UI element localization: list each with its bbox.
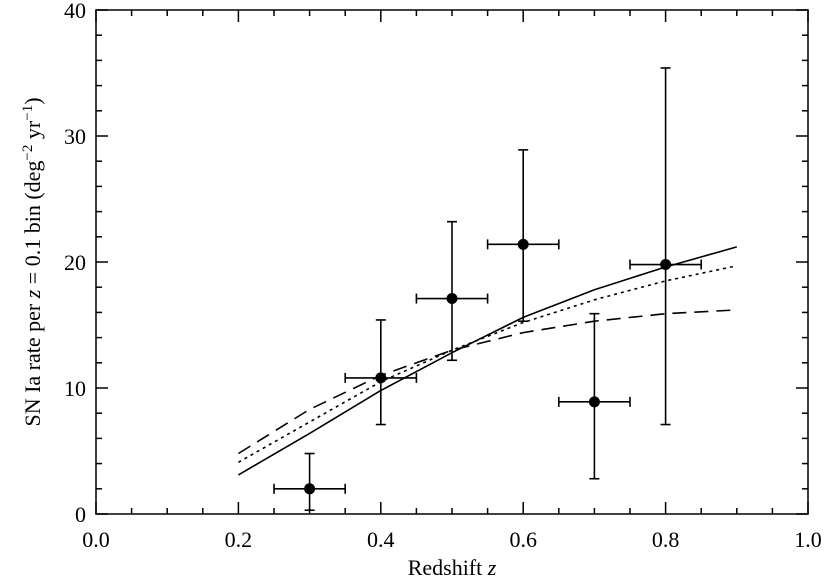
- data-point: [629, 67, 703, 426]
- model-curve-dashed: [237, 309, 737, 455]
- data-point: [557, 312, 631, 480]
- y-tick-label: 0: [75, 502, 86, 527]
- model-curves: [237, 246, 738, 476]
- data-point-marker: [375, 372, 387, 384]
- y-tick-label: 30: [64, 124, 86, 149]
- model-curve-solid: [237, 246, 738, 476]
- data-point: [415, 220, 489, 362]
- x-tick-label: 0.6: [509, 527, 537, 552]
- y-tick-label: 10: [64, 376, 86, 401]
- data-points: [273, 67, 703, 512]
- y-tick-label: 20: [64, 250, 86, 275]
- data-point-marker: [517, 238, 529, 250]
- data-point-marker: [588, 396, 600, 408]
- x-tick-label: 0.4: [367, 527, 395, 552]
- data-point: [273, 452, 347, 512]
- x-axis-title: Redshift z: [408, 555, 497, 580]
- x-tick-label: 0.2: [225, 527, 253, 552]
- data-point: [344, 319, 418, 426]
- x-tick-label: 1.0: [794, 527, 822, 552]
- y-axis-title: SN Ia rate per z = 0.1 bin (deg−2 yr−1): [20, 97, 45, 426]
- x-tick-label: 0.8: [652, 527, 680, 552]
- axis-ticks: [95, 9, 809, 515]
- y-tick-label: 40: [64, 0, 86, 23]
- data-point-marker: [660, 259, 672, 271]
- axis-tick-labels: 0.0 0.2 0.4 0.6 0.8 1.0 0 10 20 30 40: [64, 0, 822, 552]
- data-point-marker: [446, 293, 458, 305]
- data-point-marker: [304, 483, 316, 495]
- data-point: [486, 149, 560, 323]
- x-tick-label: 0.0: [82, 527, 110, 552]
